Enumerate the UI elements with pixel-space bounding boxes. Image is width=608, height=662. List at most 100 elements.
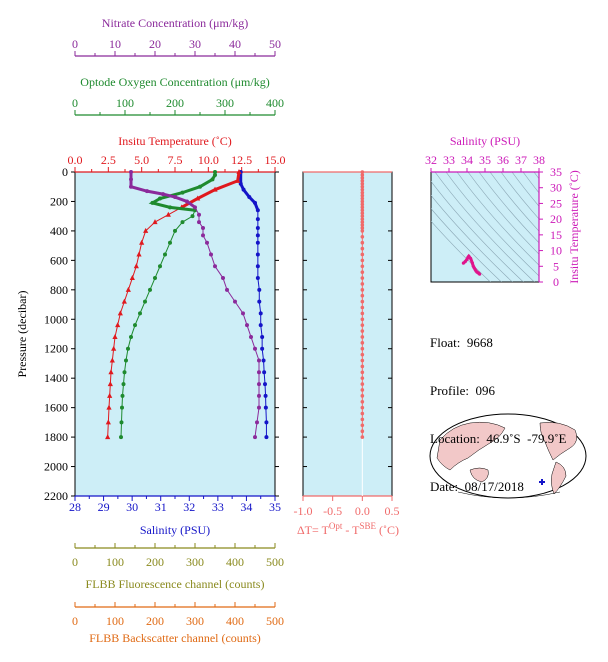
oxygen-point xyxy=(120,393,125,398)
temperature-point xyxy=(115,322,121,328)
backscatter-tick-label: 300 xyxy=(186,614,204,628)
salinity-point xyxy=(264,420,269,425)
salinity-tick-label: 35 xyxy=(269,500,281,514)
ts-ytick-label: 35 xyxy=(550,165,562,179)
ts-density-contour xyxy=(500,172,539,220)
nitrate-point xyxy=(257,370,261,375)
world-map xyxy=(429,413,587,499)
nitrate-point xyxy=(257,382,261,387)
ts-density-contour xyxy=(511,172,539,207)
temperature-axis-title: Insitu Temperature (˚C) xyxy=(118,134,232,148)
delta-t-point xyxy=(360,240,365,245)
delta-t-point xyxy=(360,364,365,369)
salinity-tick-label: 33 xyxy=(212,500,224,514)
ts-point xyxy=(463,259,467,264)
salinity-point xyxy=(263,393,268,398)
delta-t-point xyxy=(360,246,365,251)
nitrate-point xyxy=(255,420,259,425)
temperature-point xyxy=(108,369,114,375)
pressure-tick-label: 600 xyxy=(50,253,68,267)
temperature-point xyxy=(109,357,115,363)
map-land-south-america xyxy=(551,461,567,495)
oxygen-point xyxy=(180,220,185,225)
ts-series xyxy=(461,253,482,276)
nitrate-point xyxy=(205,240,209,245)
nitrate-point xyxy=(201,233,205,238)
nitrate-point xyxy=(213,264,217,269)
nitrate-point xyxy=(249,334,253,339)
date: Date: 08/17/2018 xyxy=(430,479,524,494)
temperature-point xyxy=(165,211,171,217)
oxygen-axis-title: Optode Oxygen Concentration (μm/kg) xyxy=(80,75,269,89)
salinity-tick-label: 30 xyxy=(126,500,138,514)
delta-t-point xyxy=(360,173,365,177)
temperature-point xyxy=(105,419,111,425)
oxygen-tick-label: 0 xyxy=(72,96,78,110)
nitrate-point xyxy=(221,276,225,281)
nitrate-point xyxy=(257,358,261,363)
pressure-tick-label: 800 xyxy=(50,283,68,297)
temperature-point xyxy=(133,263,139,269)
salinity-point xyxy=(257,299,262,304)
delta-t-point xyxy=(360,346,365,351)
ts-xtick-label: 38 xyxy=(533,153,545,167)
oxygen-point xyxy=(119,420,124,425)
fluorescence-axis-title: FLBB Fluorescence channel (counts) xyxy=(86,577,265,591)
float-id: Float: 9668 xyxy=(430,335,493,350)
fluorescence-tick-label: 200 xyxy=(146,555,164,569)
pressure-tick-label: 200 xyxy=(50,194,68,208)
ts-density-contour xyxy=(431,208,502,282)
oxygen-point xyxy=(138,311,142,316)
delta-t-point xyxy=(360,435,365,439)
float-info: Float: 9668 Profile: 096 Location: 46.9˚… xyxy=(430,303,566,511)
temperature-point xyxy=(152,219,158,225)
oxygen-point xyxy=(126,346,130,351)
ts-point xyxy=(470,261,474,265)
delta-t-point xyxy=(360,370,365,375)
ts-xtick-label: 37 xyxy=(515,153,527,167)
delta-t-point xyxy=(360,317,365,322)
salinity-tick-label: 31 xyxy=(155,500,167,514)
delta-t-point xyxy=(360,223,365,227)
delta-t-point xyxy=(360,193,365,198)
pressure-tick-label: 400 xyxy=(50,224,68,238)
delta-t-point xyxy=(360,187,365,192)
delta-t-tick-label: 0.5 xyxy=(385,504,400,518)
salinity-tick-label: 28 xyxy=(69,500,81,514)
pressure-tick-label: 0 xyxy=(62,165,68,179)
nitrate-point xyxy=(233,299,237,304)
ts-xtick-label: 36 xyxy=(497,153,509,167)
ts-density-contour xyxy=(431,194,513,282)
ts-ytick-label: 30 xyxy=(550,181,562,195)
delta-t-point xyxy=(360,329,365,333)
nitrate-point xyxy=(257,393,261,398)
delta-t-point xyxy=(360,170,365,174)
salinity-point xyxy=(257,287,262,292)
salinity-point xyxy=(255,233,260,238)
delta-t-point xyxy=(360,417,365,422)
map-land-antarctica xyxy=(457,491,561,499)
pressure-tick-label: 1400 xyxy=(44,371,68,385)
temperature-tick-label: 10.0 xyxy=(198,153,219,167)
delta-t-point xyxy=(360,199,365,204)
oxygen-tick-label: 100 xyxy=(116,96,134,110)
backscatter-tick-label: 0 xyxy=(72,614,78,628)
delta-t-point xyxy=(360,282,365,286)
ts-density-contour xyxy=(431,180,524,282)
delta-t-point xyxy=(360,205,365,210)
backscatter-tick-label: 500 xyxy=(266,614,284,628)
delta-t-point xyxy=(360,323,365,327)
nitrate-point xyxy=(209,252,213,257)
ts-xtick-label: 32 xyxy=(425,153,437,167)
oxygen-point xyxy=(148,287,152,292)
temperature-point xyxy=(139,239,145,245)
delta-t-point xyxy=(360,252,365,257)
oxygen-surface-line xyxy=(148,172,217,212)
oxygen-point xyxy=(153,276,157,281)
oxygen-point xyxy=(190,214,195,219)
delta-t-point xyxy=(360,293,365,298)
fluorescence-tick-label: 300 xyxy=(186,555,204,569)
delta-t-axis-title-part: Opt xyxy=(329,521,343,531)
salinity-point xyxy=(263,382,267,387)
oxygen-point xyxy=(163,252,167,257)
